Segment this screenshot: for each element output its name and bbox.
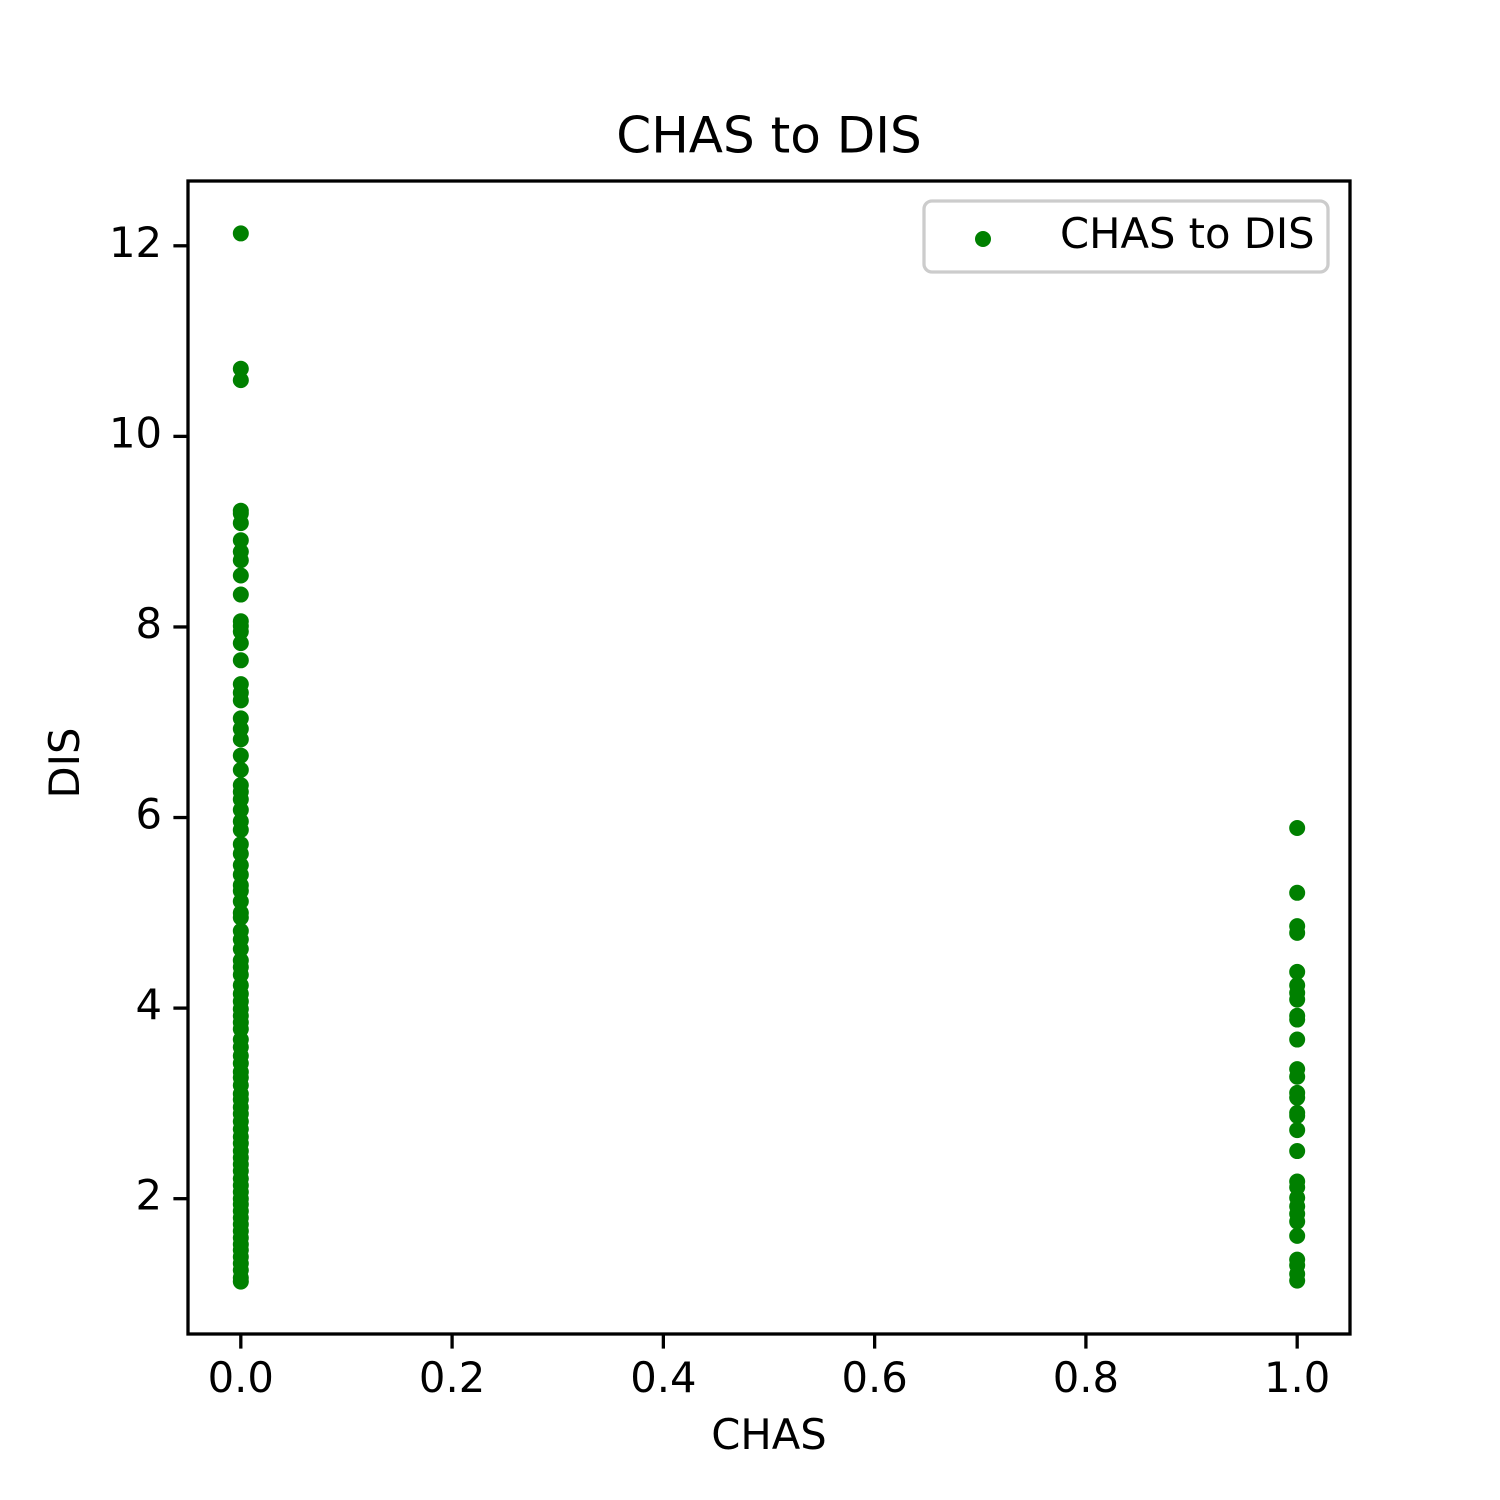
x-tick-label: 0.0: [208, 1353, 274, 1402]
scatter-point: [1289, 884, 1306, 901]
y-tick-label: 12: [109, 218, 162, 267]
y-axis-label: DIS: [40, 728, 89, 799]
scatter-point: [1289, 1122, 1306, 1139]
y-tick-label: 4: [135, 980, 162, 1029]
scatter-point: [1289, 1143, 1306, 1160]
scatter-point: [1289, 820, 1306, 837]
y-tick-label: 10: [109, 408, 162, 457]
scatter-point: [232, 731, 249, 748]
chart-title: CHAS to DIS: [616, 107, 921, 165]
scatter-point: [232, 692, 249, 709]
plot-frame: [186, 179, 1352, 1336]
scatter-point: [232, 532, 249, 549]
x-axis-label: CHAS: [711, 1410, 826, 1459]
scatter-point: [232, 845, 249, 862]
scatter-point: [1289, 1031, 1306, 1048]
scatter-point: [232, 893, 249, 910]
y-tick-label: 6: [135, 790, 162, 839]
y-tick-label: 8: [135, 599, 162, 648]
scatter-point: [232, 623, 249, 640]
scatter-point: [232, 372, 249, 389]
scatter-point: [232, 586, 249, 603]
scatter-point: [1289, 1107, 1306, 1124]
legend-box: [922, 199, 1330, 274]
scatter-point: [1289, 1068, 1306, 1085]
scatter-point: [232, 941, 249, 958]
scatter-point: [1289, 1011, 1306, 1028]
scatter-point: [232, 567, 249, 584]
scatter-point: [232, 635, 249, 652]
scatter-point: [232, 801, 249, 818]
x-tick-label: 0.2: [419, 1353, 485, 1402]
scatter-point: [232, 821, 249, 838]
scatter-point: [1289, 1272, 1306, 1289]
x-tick-label: 0.4: [630, 1353, 696, 1402]
legend-marker: [975, 231, 991, 247]
scatter-point: [1289, 963, 1306, 980]
legend-label: CHAS to DIS: [1060, 209, 1315, 258]
scatter-point: [232, 909, 249, 926]
scatter-point: [232, 225, 249, 242]
scatter-point: [232, 747, 249, 764]
scatter-point: [1289, 1227, 1306, 1244]
scatter-point: [232, 552, 249, 569]
scatter-point: [232, 1273, 249, 1290]
scatter-point: [232, 652, 249, 669]
x-tick-label: 1.0: [1264, 1353, 1330, 1402]
y-tick-label: 2: [135, 1171, 162, 1220]
scatter-point: [232, 761, 249, 778]
scatter-point: [1289, 1213, 1306, 1230]
scatter-point: [232, 360, 249, 377]
scatter-point: [1289, 1089, 1306, 1106]
x-tick-label: 0.6: [841, 1353, 907, 1402]
scatter-point: [1289, 924, 1306, 941]
scatter-point: [232, 515, 249, 532]
scatter-point: [1289, 991, 1306, 1008]
x-tick-label: 0.8: [1053, 1353, 1119, 1402]
